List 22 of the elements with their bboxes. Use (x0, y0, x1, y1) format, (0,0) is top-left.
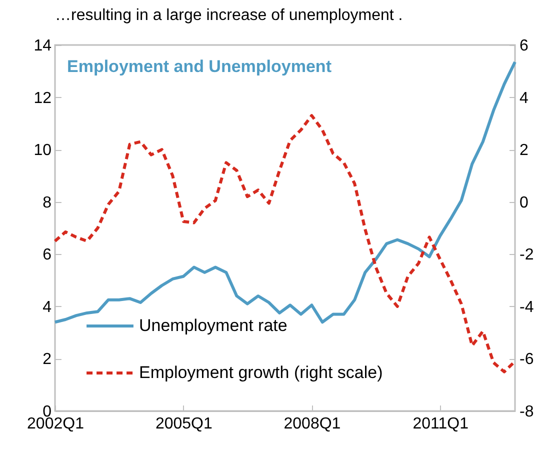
y-tick-label: 2 (42, 351, 52, 368)
y2-tick-label: 4 (520, 90, 528, 107)
y2-tick-label: -4 (520, 298, 534, 316)
y-tick-label: 10 (34, 142, 52, 160)
y2-tick-label: -2 (520, 246, 534, 264)
y2-tick-label: -8 (520, 404, 534, 420)
legend-label: Unemployment rate (139, 316, 288, 335)
x-tick-label: 2005Q1 (155, 416, 212, 432)
y-tick-label: 6 (42, 246, 52, 264)
y2-tick-label: 0 (520, 194, 528, 212)
y-tick-label: 14 (34, 38, 52, 54)
y-tick-label: 4 (42, 298, 52, 316)
y-tick-label: 8 (42, 194, 52, 212)
chart-title: …resulting in a large increase of unemployment . (55, 7, 403, 24)
y-tick-label: 12 (34, 90, 52, 107)
legend-label: Employment growth (right scale) (139, 363, 383, 382)
y2-tick-label: 2 (520, 142, 528, 160)
y2-tick-label: -6 (520, 351, 534, 368)
y2-tick-label: 6 (520, 38, 528, 54)
x-tick-label: 2011Q1 (412, 416, 469, 432)
x-tick-label: 2008Q1 (284, 416, 341, 432)
text: Employment and Unemployment (67, 57, 332, 76)
